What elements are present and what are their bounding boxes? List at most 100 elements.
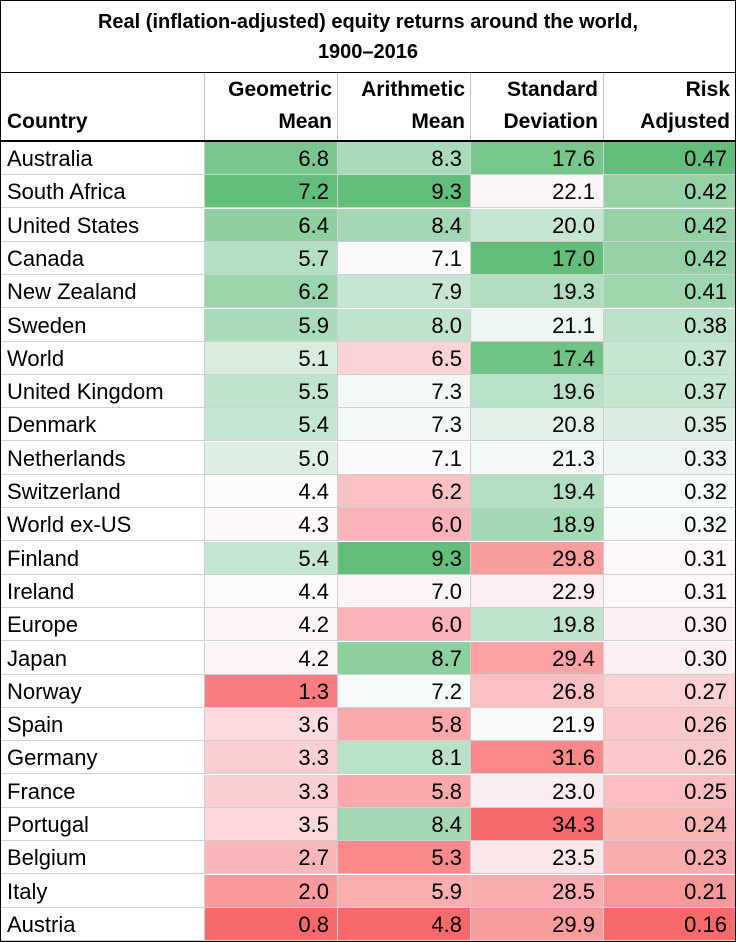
header-risk-line-1: Risk [685,78,730,101]
table-row: United States 6.4 8.4 20.0 0.42 [1,208,735,242]
sd-cell: 31.6 [470,741,603,775]
risk-cell: 0.37 [603,375,735,409]
risk-cell: 0.37 [603,341,735,375]
geo-cell: 5.5 [204,375,337,409]
header-arithmetic-mean: Arithmetic Mean [337,73,470,140]
geo-cell: 5.4 [204,541,337,575]
geo-cell: 6.2 [204,275,337,309]
table-header: Country Geometric Mean Arithmetic Mean S… [1,73,735,142]
title-line-2: 1900–2016 [317,40,419,63]
sd-cell: 19.4 [470,475,603,508]
sd-cell: 29.8 [470,541,603,575]
sd-cell: 21.1 [470,308,603,342]
risk-cell: 0.42 [603,241,735,275]
sd-cell: 17.4 [470,341,603,375]
risk-cell: 0.26 [603,741,735,775]
country-cell: Switzerland [1,475,204,508]
table-row: Netherlands 5.0 7.1 21.3 0.33 [1,441,735,475]
arith-cell: 7.3 [337,408,470,442]
risk-cell: 0.32 [603,508,735,542]
sd-cell: 19.8 [470,608,603,642]
risk-cell: 0.32 [603,475,735,508]
country-cell: United Kingdom [1,375,204,409]
title-line-1: Real (inflation-adjusted) equity returns… [97,10,639,33]
sd-cell: 19.3 [470,275,603,309]
arith-cell: 8.4 [337,808,470,841]
arith-cell: 6.5 [337,341,470,375]
country-cell: Sweden [1,309,204,342]
geo-cell: 4.2 [204,641,337,675]
geo-cell: 3.3 [204,741,337,775]
country-cell: Ireland [1,575,204,608]
table-row: Belgium 2.7 5.3 23.5 0.23 [1,841,735,875]
risk-cell: 0.41 [603,275,735,309]
table-row: Norway 1.3 7.2 26.8 0.27 [1,674,735,708]
table-row: New Zealand 6.2 7.9 19.3 0.41 [1,275,735,309]
arith-cell: 8.0 [337,308,470,342]
arith-cell: 9.3 [337,175,470,209]
geo-cell: 0.8 [204,907,337,941]
sd-cell: 20.8 [470,408,603,442]
arith-cell: 7.0 [337,574,470,608]
table-row: United Kingdom 5.5 7.3 19.6 0.37 [1,375,735,409]
arith-cell: 5.8 [337,774,470,808]
sd-cell: 22.9 [470,574,603,608]
geo-cell: 6.4 [204,208,337,242]
country-cell: Germany [1,741,204,775]
header-geometric-line-1: Geometric [228,78,332,101]
table-row: South Africa 7.2 9.3 22.1 0.42 [1,175,735,209]
geo-cell: 3.3 [204,774,337,808]
country-cell: New Zealand [1,275,204,309]
geo-cell: 4.3 [204,508,337,542]
table-title: Real (inflation-adjusted) equity returns… [1,1,735,73]
risk-cell: 0.38 [603,308,735,342]
geo-cell: 1.3 [204,674,337,708]
sd-cell: 19.6 [470,375,603,409]
header-risk-line-2: Adjusted [640,110,730,133]
header-arithmetic-line-1: Arithmetic [361,78,465,101]
sd-cell: 28.5 [470,874,603,908]
table-row: Finland 5.4 9.3 29.8 0.31 [1,541,735,575]
arith-cell: 5.8 [337,708,470,742]
sd-cell: 29.9 [470,907,603,941]
sd-cell: 20.0 [470,208,603,242]
header-standard-deviation: Standard Deviation [470,73,603,140]
country-cell: Europe [1,608,204,642]
table-row: Ireland 4.4 7.0 22.9 0.31 [1,574,735,608]
risk-cell: 0.42 [603,208,735,242]
country-cell: France [1,775,204,808]
table-row: World 5.1 6.5 17.4 0.37 [1,341,735,375]
sd-cell: 23.5 [470,841,603,875]
arith-cell: 4.8 [337,907,470,941]
header-arithmetic-line-2: Mean [411,110,465,133]
risk-cell: 0.42 [603,175,735,209]
sd-cell: 18.9 [470,508,603,542]
table-row: Spain 3.6 5.8 21.9 0.26 [1,708,735,742]
country-cell: United States [1,209,204,242]
arith-cell: 6.0 [337,508,470,542]
header-risk-adjusted: Risk Adjusted [603,73,735,140]
arith-cell: 7.9 [337,275,470,309]
country-cell: Portugal [1,808,204,841]
table-row: Canada 5.7 7.1 17.0 0.42 [1,241,735,275]
country-cell: Japan [1,642,204,675]
arith-cell: 5.9 [337,874,470,908]
country-cell: Netherlands [1,442,204,475]
table-row: France 3.3 5.8 23.0 0.25 [1,774,735,808]
sd-cell: 17.6 [470,142,603,175]
risk-cell: 0.31 [603,574,735,608]
risk-cell: 0.30 [603,641,735,675]
risk-cell: 0.31 [603,541,735,575]
sd-cell: 17.0 [470,241,603,275]
geo-cell: 5.9 [204,308,337,342]
arith-cell: 8.1 [337,741,470,775]
country-cell: Denmark [1,408,204,442]
sd-cell: 23.0 [470,774,603,808]
header-sd-line-2: Deviation [503,110,598,133]
table-row: Australia 6.8 8.3 17.6 0.47 [1,142,735,175]
risk-cell: 0.33 [603,441,735,475]
geo-cell: 4.4 [204,475,337,508]
geo-cell: 2.7 [204,841,337,875]
table-row: Sweden 5.9 8.0 21.1 0.38 [1,308,735,342]
sd-cell: 21.3 [470,441,603,475]
